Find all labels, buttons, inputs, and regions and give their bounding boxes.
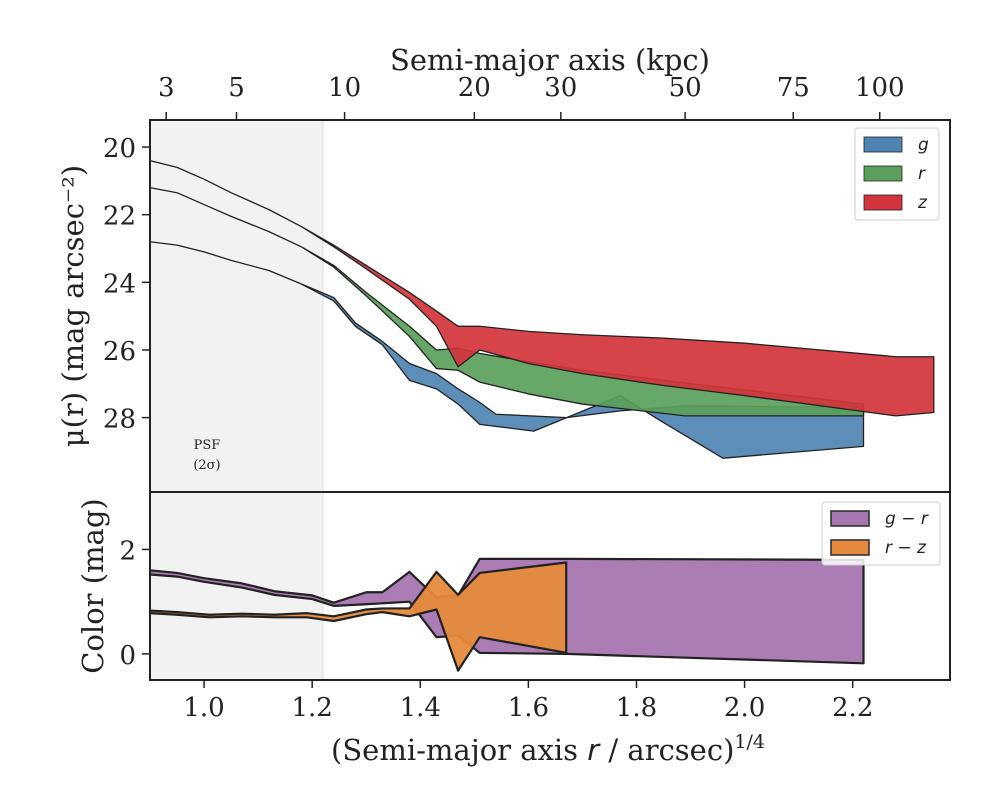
top-kpc-tick-label: 75 — [777, 73, 810, 103]
x-title-exponent: 1/4 — [734, 731, 765, 753]
top-y-tick-label: 28 — [103, 405, 136, 435]
top-kpc-tick-label: 50 — [669, 73, 702, 103]
psf-sublabel: (2σ) — [193, 458, 220, 473]
bottom-legend: g − r r − z — [821, 501, 941, 566]
bottom-x-tick-label: 1.6 — [508, 693, 549, 723]
top-y-tick-label: 24 — [103, 269, 136, 299]
bottom-x-tick-label: 1.8 — [616, 693, 657, 723]
bottom-panel: 02 1.0 1.2 1.4 1.6 1.8 2.0 2.2 Color (mag) (Se… — [76, 491, 951, 767]
band-z — [149, 159, 935, 417]
top-kpc-tick-label: 20 — [458, 73, 491, 103]
psf-shade — [149, 119, 324, 493]
bottom-x-tick-label: 2.0 — [724, 693, 765, 723]
legend-label-z: z — [917, 193, 928, 213]
top-y-axis-title: μ(r) (mag arcsec⁻²) — [56, 165, 90, 447]
bottom-x-tick-label: 1.4 — [400, 693, 441, 723]
top-y-tick-label: 26 — [103, 337, 136, 367]
top-legend: g r z — [854, 127, 940, 221]
bottom-y-tick-label: 0 — [119, 641, 136, 671]
bottom-x-tick-label: 1.0 — [183, 693, 224, 723]
top-axis-ticks: 3 5 10 20 30 50 75 100 — [158, 73, 905, 120]
legend-label-r-z: r − z — [885, 538, 927, 558]
legend-label-g: g — [918, 135, 929, 155]
top-y-ticks: 20 22 24 26 28 — [103, 134, 150, 435]
bottom-y-tick-label: 2 — [119, 536, 136, 566]
top-axis-title: Semi-major axis (kpc) — [390, 43, 710, 77]
top-series-group — [149, 159, 935, 459]
band-rz — [148, 561, 568, 672]
top-y-tick-label: 22 — [103, 202, 136, 232]
legend-swatch-z — [863, 194, 903, 211]
x-title-var: r — [587, 733, 601, 767]
bottom-series-group — [148, 557, 865, 672]
bottom-panel-frame — [149, 491, 951, 681]
bottom-x-axis-title: (Semi-major axis r / arcsec)1/4 — [331, 731, 765, 767]
legend-swatch-g — [863, 136, 903, 153]
x-title-part1: (Semi-major axis — [331, 733, 587, 767]
legend-swatch-r-z — [830, 539, 870, 556]
legend-label-r: r — [918, 164, 926, 184]
legend-swatch-g-r — [830, 510, 870, 527]
bottom-y-ticks: 02 — [119, 536, 150, 671]
x-title-part2: / arcsec) — [599, 733, 734, 767]
top-y-tick-label: 20 — [103, 134, 136, 164]
legend-label-g-r: g − r — [885, 509, 929, 529]
top-kpc-tick-label: 3 — [158, 73, 175, 103]
top-kpc-tick-label: 100 — [855, 73, 905, 103]
top-kpc-tick-label: 5 — [228, 73, 245, 103]
top-kpc-tick-label: 10 — [328, 73, 361, 103]
bottom-y-axis-title: Color (mag) — [76, 498, 110, 673]
top-kpc-tick-label: 30 — [544, 73, 577, 103]
band-g — [149, 241, 865, 459]
bottom-x-tick-label: 2.2 — [832, 693, 873, 723]
legend-swatch-r — [863, 165, 903, 182]
bottom-x-tick-label: 1.2 — [291, 693, 332, 723]
bottom-x-ticks: 1.0 1.2 1.4 1.6 1.8 2.0 2.2 — [183, 680, 873, 723]
psf-label: PSF — [194, 438, 221, 453]
